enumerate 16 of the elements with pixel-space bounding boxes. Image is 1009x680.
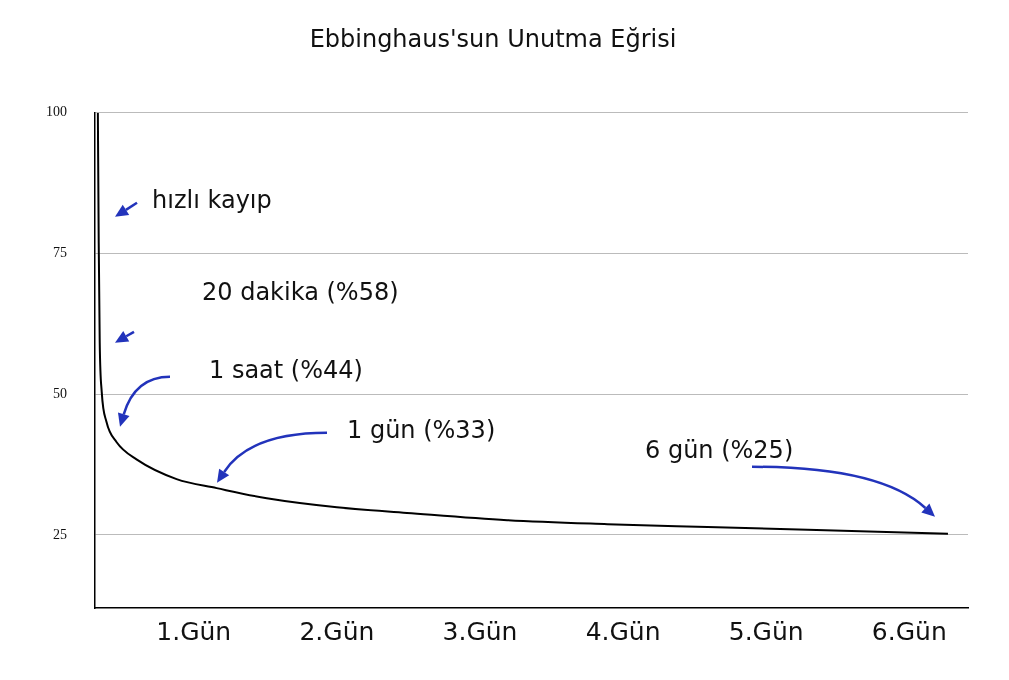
annotation: 6 gün (%25): [645, 435, 794, 464]
x-tick-label: 4.Gün: [585, 616, 661, 646]
annotation: hızlı kayıp: [152, 185, 272, 214]
x-tick-label: 6.Gün: [871, 616, 947, 646]
y-tick-label: 100: [46, 104, 67, 120]
x-tick-label: 1.Gün: [156, 616, 232, 646]
x-tick-label: 5.Gün: [728, 616, 804, 646]
annotation: 1 gün (%33): [347, 415, 496, 444]
x-tick-label: 2.Gün: [299, 616, 375, 646]
annotation: 1 saat (%44): [209, 355, 363, 384]
chart-title: Ebbinghaus'sun Unutma Eğrisi: [309, 24, 677, 53]
y-tick-label: 50: [53, 385, 67, 401]
x-tick-label: 3.Gün: [442, 616, 518, 646]
y-tick-label: 25: [53, 526, 67, 542]
annotation: 20 dakika (%58): [202, 277, 399, 306]
y-tick-label: 75: [53, 245, 67, 261]
